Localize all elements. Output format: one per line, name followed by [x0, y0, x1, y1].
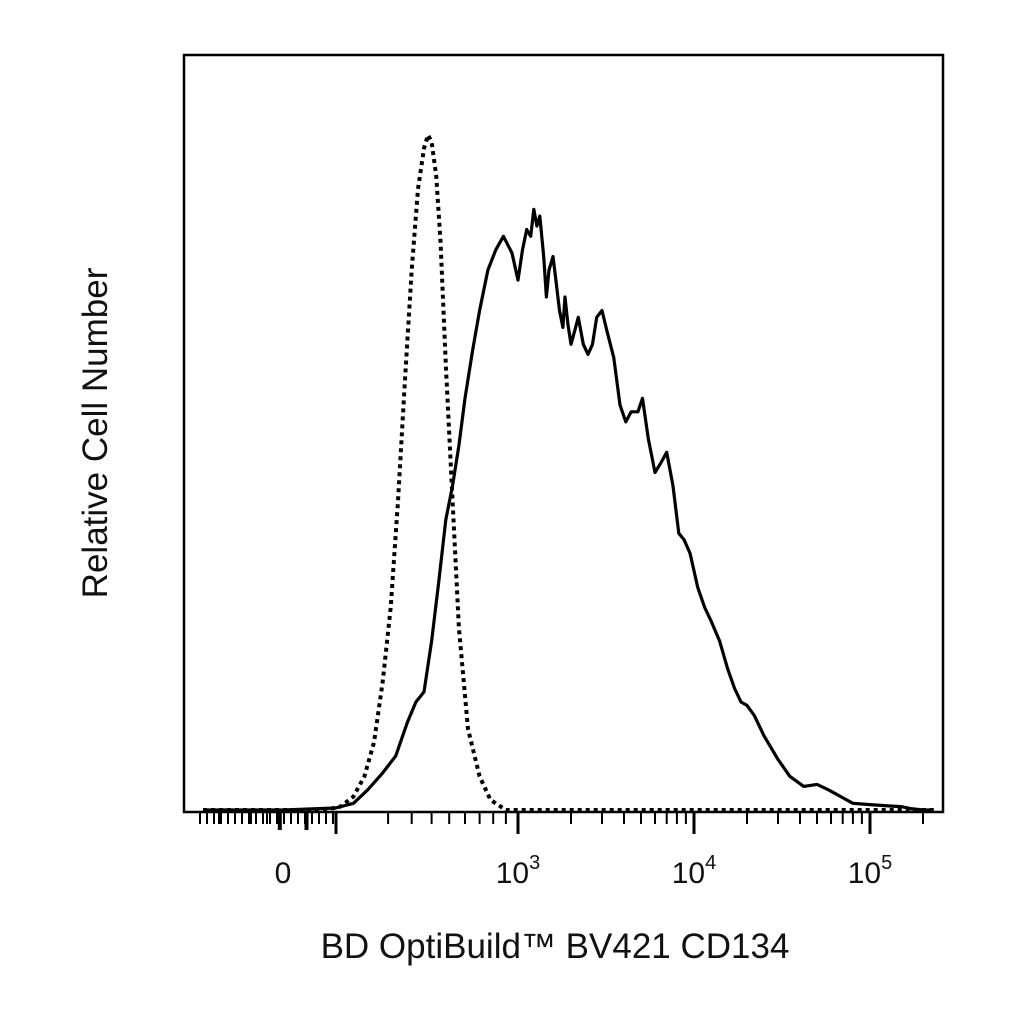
x-tick-labels: 0 103 104 105	[275, 852, 893, 890]
series-stained-histogram	[203, 207, 934, 812]
series-control-histogram	[203, 133, 934, 812]
x-tick-label: 104	[672, 852, 717, 890]
x-axis-title: BD OptiBuild™ BV421 CD134	[321, 927, 790, 966]
x-axis-ticks	[199, 812, 924, 834]
series-group	[203, 133, 934, 812]
x-tick-label: 103	[496, 852, 541, 890]
y-axis-title: Relative Cell Number	[76, 267, 115, 598]
x-tick-label: 105	[848, 852, 893, 890]
x-tick-label: 0	[275, 857, 292, 890]
plot-frame	[182, 53, 945, 814]
